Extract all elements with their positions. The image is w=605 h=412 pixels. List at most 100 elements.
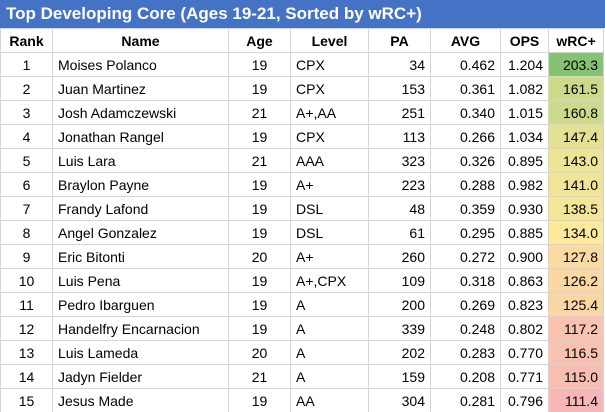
table-cell: 0.272 [430,244,501,269]
table-cell: A [290,292,369,317]
table-cell: 116.5 [548,340,604,365]
table-cell: Eric Bitonti [52,244,229,269]
table-cell: 109 [368,268,431,293]
table-cell: Luis Lara [52,148,229,173]
table-cell: 113 [368,124,431,149]
table-row: 1 Moises Polanco 19 CPX 34 0.462 1.204 203.3 [0,52,604,77]
table-cell: 0.895 [500,148,549,173]
table-cell: DSL [290,220,369,245]
table-row: 12 Handelfry Encarnacion 19 A 339 0.248 0.802 1… [0,316,604,341]
table-cell: 0.771 [500,364,549,389]
table-cell: 160.8 [548,100,604,125]
column-header: AVG [430,28,501,53]
column-header: OPS [500,28,549,53]
title-bar: Top Developing Core (Ages 19-21, Sorted … [0,0,605,28]
table-cell: 0.295 [430,220,501,245]
column-header: Name [52,28,229,53]
table-cell: AA [290,388,369,412]
table-cell: 127.8 [548,244,604,269]
table-cell: 48 [368,196,431,221]
table-cell: A+ [290,172,369,197]
table-cell: 6 [0,172,53,197]
table-cell: 111.4 [548,388,604,412]
table-cell: CPX [290,124,369,149]
table-cell: Angel Gonzalez [52,220,229,245]
table-cell: 9 [0,244,53,269]
column-header: PA [368,28,431,53]
table-cell: 34 [368,52,431,77]
table-cell: 0.359 [430,196,501,221]
table-cell: 12 [0,316,53,341]
table-cell: CPX [290,52,369,77]
table-cell: 117.2 [548,316,604,341]
table-cell: 203.3 [548,52,604,77]
table-cell: Jadyn Fielder [52,364,229,389]
table-cell: A [290,364,369,389]
table-cell: A [290,316,369,341]
table-cell: Jesus Made [52,388,229,412]
table-cell: 153 [368,76,431,101]
table-row: 2 Juan Martinez 19 CPX 153 0.361 1.082 161.5 [0,76,604,101]
table-cell: 1.204 [500,52,549,77]
table-cell: 141.0 [548,172,604,197]
table-cell: 4 [0,124,53,149]
table-cell: 0.266 [430,124,501,149]
table-cell: 3 [0,100,53,125]
table-cell: 0.248 [430,316,501,341]
table-cell: 0.823 [500,292,549,317]
header-row: Rank Name Age Level PA AVG OPS wRC+ [0,28,604,53]
table-cell: 0.208 [430,364,501,389]
table-cell: 21 [228,100,291,125]
table-cell: 0.796 [500,388,549,412]
table-cell: 0.326 [430,148,501,173]
table-cell: 125.4 [548,292,604,317]
table-cell: Juan Martinez [52,76,229,101]
table-cell: 11 [0,292,53,317]
table-cell: 19 [228,76,291,101]
table-cell: 0.318 [430,268,501,293]
table-row: 9 Eric Bitonti 20 A+ 260 0.272 0.900 127.8 [0,244,604,269]
table-cell: A+ [290,244,369,269]
table-cell: 0.770 [500,340,549,365]
table-cell: Moises Polanco [52,52,229,77]
table-cell: 21 [228,364,291,389]
table-row: 15 Jesus Made 19 AA 304 0.281 0.796 111.4 [0,388,604,412]
table-cell: 20 [228,244,291,269]
column-header: wRC+ [548,28,604,53]
table-cell: 251 [368,100,431,125]
table-cell: 20 [228,340,291,365]
table-cell: 339 [368,316,431,341]
table-row: 14 Jadyn Fielder 21 A 159 0.208 0.771 115.0 [0,364,604,389]
table-cell: 147.4 [548,124,604,149]
table-cell: 0.340 [430,100,501,125]
table-cell: 223 [368,172,431,197]
table-cell: 19 [228,220,291,245]
table-row: 8 Angel Gonzalez 19 DSL 61 0.295 0.885 134.0 [0,220,604,245]
table-cell: A+,CPX [290,268,369,293]
table-cell: 19 [228,388,291,412]
table-cell: 0.802 [500,316,549,341]
table-cell: 159 [368,364,431,389]
table-cell: A [290,340,369,365]
table-cell: 126.2 [548,268,604,293]
table-cell: 0.863 [500,268,549,293]
column-header: Rank [0,28,53,53]
table-cell: 2 [0,76,53,101]
table-cell: Pedro Ibarguen [52,292,229,317]
table-cell: 323 [368,148,431,173]
table-cell: 19 [228,316,291,341]
table-cell: 161.5 [548,76,604,101]
table-cell: 0.361 [430,76,501,101]
table-cell: 19 [228,292,291,317]
table-cell: Handelfry Encarnacion [52,316,229,341]
table-cell: 8 [0,220,53,245]
table-cell: Josh Adamczewski [52,100,229,125]
table-cell: 1.015 [500,100,549,125]
table-cell: 21 [228,148,291,173]
table-cell: 5 [0,148,53,173]
table-cell: 10 [0,268,53,293]
table-cell: 0.900 [500,244,549,269]
table-cell: A+,AA [290,100,369,125]
table-cell: 1 [0,52,53,77]
